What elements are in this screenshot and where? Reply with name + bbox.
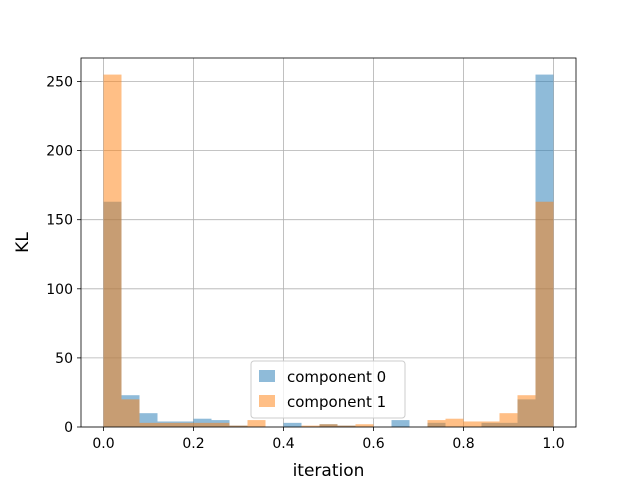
histogram-bar-component-1 (247, 420, 266, 427)
histogram-bar-component-1 (139, 422, 158, 427)
legend-label-component-0: component 0 (287, 368, 386, 386)
histogram-bar-component-1 (481, 421, 500, 427)
histogram-bar-component-1 (229, 425, 248, 427)
histogram-bar-component-1 (319, 424, 338, 427)
histogram-bar-component-0 (391, 420, 410, 427)
x-axis-title: iteration (293, 461, 365, 480)
histogram-bar-component-1 (175, 422, 194, 427)
legend-swatch-component-1 (259, 395, 275, 407)
histogram-bar-component-1 (535, 201, 554, 427)
y-tick-label: 250 (46, 74, 73, 90)
y-tick-label: 50 (55, 351, 73, 367)
legend-box (250, 360, 406, 419)
histogram-bar-component-1 (211, 422, 230, 427)
ticks-layer: 0.0 0.2 0.4 0.6 0.8 1.0 0 50 100 150 200 250 (46, 74, 564, 452)
plot-frame (80, 57, 577, 428)
histogram-bar-component-1 (121, 399, 140, 427)
legend-label-component-1: component 1 (287, 393, 386, 411)
histogram-bar-component-1 (499, 413, 518, 427)
x-tick-label: 1.0 (542, 436, 564, 452)
histogram-bar-component-1 (157, 422, 176, 427)
bars-layer (103, 74, 554, 428)
y-tick-label: 200 (46, 144, 73, 160)
x-tick-label: 0.8 (452, 436, 474, 452)
histogram-bar-component-1 (445, 418, 464, 427)
x-tick-label: 0.6 (362, 436, 384, 452)
y-tick-label: 100 (46, 282, 73, 298)
x-tick-label: 0.0 (92, 436, 114, 452)
histogram-bar-component-1 (463, 421, 482, 427)
x-tick-label: 0.4 (272, 436, 294, 452)
legend-swatch-component-0 (259, 370, 275, 382)
histogram-bar-component-1 (427, 420, 446, 427)
y-tick-label: 150 (46, 213, 73, 229)
histogram-bar-component-1 (355, 424, 374, 427)
legend: component 0 component 1 (250, 360, 406, 419)
histogram-bar-component-1 (301, 425, 320, 427)
x-tick-label: 0.2 (182, 436, 204, 452)
histogram-bar-component-0 (283, 422, 302, 427)
histogram-bar-component-1 (103, 74, 122, 428)
y-axis-title: KL (13, 232, 33, 253)
histogram-bar-component-1 (337, 425, 356, 427)
y-tick-label: 0 (64, 420, 73, 436)
histogram-bar-component-1 (193, 422, 212, 427)
histogram-bar-component-1 (517, 395, 536, 427)
